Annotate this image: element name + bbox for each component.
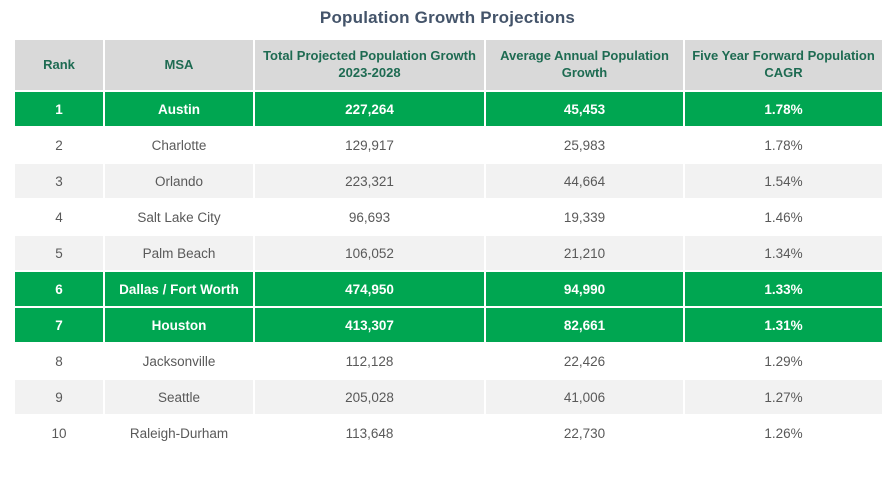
column-header-msa: MSA	[103, 38, 255, 92]
cell-msa: Dallas / Fort Worth	[103, 270, 255, 308]
cell-avg_annual: 22,426	[484, 342, 685, 380]
cell-avg_annual: 41,006	[484, 378, 685, 416]
cell-total_growth: 227,264	[253, 90, 486, 128]
cell-avg_annual: 45,453	[484, 90, 685, 128]
cell-msa: Jacksonville	[103, 342, 255, 380]
cell-rank: 8	[13, 342, 105, 380]
population-growth-table: Rank MSA Total Projected Population Grow…	[13, 38, 884, 452]
cell-cagr: 1.78%	[683, 90, 884, 128]
page-title: Population Growth Projections	[319, 8, 576, 27]
cell-rank: 2	[13, 126, 105, 164]
cell-rank: 1	[13, 90, 105, 128]
table-row: 7 Houston 413,307 82,661 1.31%	[13, 306, 884, 344]
column-header-cagr: Five Year Forward Population CAGR	[683, 38, 884, 92]
cell-avg_annual: 94,990	[484, 270, 685, 308]
cell-rank: 9	[13, 378, 105, 416]
column-header-rank: Rank	[13, 38, 105, 92]
cell-total_growth: 106,052	[253, 234, 486, 272]
column-header-avg: Average Annual Population Growth	[484, 38, 685, 92]
cell-cagr: 1.34%	[683, 234, 884, 272]
cell-rank: 7	[13, 306, 105, 344]
table-row: 2 Charlotte 129,917 25,983 1.78%	[13, 126, 884, 164]
cell-msa: Seattle	[103, 378, 255, 416]
cell-cagr: 1.46%	[683, 198, 884, 236]
cell-cagr: 1.78%	[683, 126, 884, 164]
column-header-total: Total Projected Population Growth 2023-2…	[253, 38, 486, 92]
cell-cagr: 1.26%	[683, 414, 884, 452]
table-row: 3 Orlando 223,321 44,664 1.54%	[13, 162, 884, 200]
table-row: 1 Austin 227,264 45,453 1.78%	[13, 90, 884, 128]
cell-total_growth: 112,128	[253, 342, 486, 380]
cell-cagr: 1.31%	[683, 306, 884, 344]
table-body: 1 Austin 227,264 45,453 1.78% 2 Charlotte 129,9…	[13, 90, 884, 452]
cell-total_growth: 413,307	[253, 306, 486, 344]
cell-total_growth: 96,693	[253, 198, 486, 236]
header-row: Rank MSA Total Projected Population Grow…	[13, 38, 884, 92]
table-row: 6 Dallas / Fort Worth 474,950 94,990 1.33%	[13, 270, 884, 308]
cell-rank: 10	[13, 414, 105, 452]
cell-total_growth: 129,917	[253, 126, 486, 164]
cell-msa: Palm Beach	[103, 234, 255, 272]
cell-cagr: 1.29%	[683, 342, 884, 380]
cell-avg_annual: 19,339	[484, 198, 685, 236]
cell-cagr: 1.27%	[683, 378, 884, 416]
cell-rank: 4	[13, 198, 105, 236]
table-row: 4 Salt Lake City 96,693 19,339 1.46%	[13, 198, 884, 236]
cell-cagr: 1.33%	[683, 270, 884, 308]
table-row: 10 Raleigh-Durham 113,648 22,730 1.26%	[13, 414, 884, 452]
cell-msa: Orlando	[103, 162, 255, 200]
cell-rank: 5	[13, 234, 105, 272]
cell-msa: Salt Lake City	[103, 198, 255, 236]
cell-avg_annual: 25,983	[484, 126, 685, 164]
cell-msa: Charlotte	[103, 126, 255, 164]
cell-avg_annual: 82,661	[484, 306, 685, 344]
cell-rank: 6	[13, 270, 105, 308]
table-row: 8 Jacksonville 112,128 22,426 1.29%	[13, 342, 884, 380]
cell-msa: Austin	[103, 90, 255, 128]
cell-total_growth: 205,028	[253, 378, 486, 416]
cell-rank: 3	[13, 162, 105, 200]
cell-avg_annual: 44,664	[484, 162, 685, 200]
table-row: 9 Seattle 205,028 41,006 1.27%	[13, 378, 884, 416]
cell-cagr: 1.54%	[683, 162, 884, 200]
cell-msa: Raleigh-Durham	[103, 414, 255, 452]
cell-avg_annual: 22,730	[484, 414, 685, 452]
table-row: 5 Palm Beach 106,052 21,210 1.34%	[13, 234, 884, 272]
cell-msa: Houston	[103, 306, 255, 344]
cell-total_growth: 113,648	[253, 414, 486, 452]
cell-total_growth: 223,321	[253, 162, 486, 200]
cell-avg_annual: 21,210	[484, 234, 685, 272]
cell-total_growth: 474,950	[253, 270, 486, 308]
table-header: Rank MSA Total Projected Population Grow…	[13, 38, 884, 92]
